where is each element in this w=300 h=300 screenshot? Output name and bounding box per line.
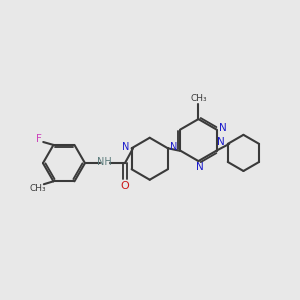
Text: NH: NH (97, 157, 111, 167)
Text: N: N (170, 142, 177, 152)
Text: CH₃: CH₃ (190, 94, 207, 103)
Text: N: N (219, 123, 227, 133)
Text: N: N (122, 142, 130, 152)
Text: F: F (36, 134, 42, 144)
Text: N: N (196, 162, 204, 172)
Text: O: O (121, 181, 129, 190)
Text: CH₃: CH₃ (29, 184, 46, 193)
Text: N: N (218, 137, 225, 147)
